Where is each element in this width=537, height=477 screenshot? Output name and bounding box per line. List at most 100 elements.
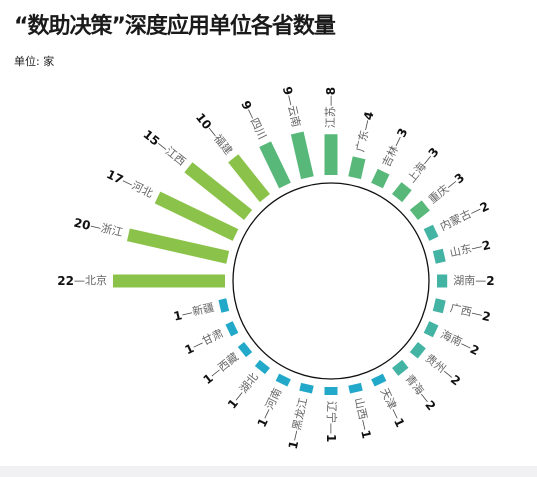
chart-title: “数助决策”深度应用单位各省数量 — [14, 14, 336, 39]
label-天津: 天津—1 — [377, 386, 408, 429]
bar-上海 — [392, 182, 412, 203]
bar-西藏 — [237, 342, 253, 358]
category-label: 广西 — [449, 301, 473, 319]
label-新疆: 1—新疆 — [172, 300, 216, 323]
value-label: 2 — [486, 274, 494, 288]
label-江西: 15—江西 — [141, 127, 188, 169]
value-label: 4 — [361, 110, 377, 121]
svg-text:1—西藏: 1—西藏 — [200, 350, 241, 387]
bar-河南 — [275, 373, 291, 387]
value-label: 20 — [73, 215, 92, 232]
svg-text:上海—3: 上海—3 — [404, 144, 441, 185]
value-label: 1 — [285, 439, 301, 450]
label-福建: 10—福建 — [193, 110, 235, 158]
category-label: 山西 — [352, 396, 370, 420]
category-label: 广东 — [354, 129, 372, 153]
bar-河北 — [154, 191, 239, 241]
label-广东: 广东—4 — [353, 110, 376, 153]
svg-text:山西—1: 山西—1 — [351, 396, 374, 439]
bar-广东 — [348, 156, 366, 180]
label-贵州: 贵州—2 — [422, 351, 464, 388]
label-青海: 青海—2 — [402, 372, 439, 413]
label-江苏: 江苏—8 — [324, 87, 338, 128]
footer-bar — [0, 466, 537, 477]
bar-吉林 — [371, 168, 390, 189]
svg-text:江苏—8: 江苏—8 — [324, 87, 338, 128]
value-label: 1 — [325, 434, 339, 442]
svg-text:内蒙古—2: 内蒙古—2 — [438, 198, 491, 234]
label-辽宁: 辽宁—1 — [325, 401, 340, 442]
label-湖北: 1—湖北 — [225, 370, 262, 411]
svg-text:20—浙江: 20—浙江 — [73, 215, 125, 240]
bar-青海 — [392, 359, 409, 376]
bar-江西 — [184, 162, 253, 220]
label-四川: 9—四川 — [239, 98, 269, 141]
svg-text:1—新疆: 1—新疆 — [172, 300, 216, 323]
bar-四川 — [259, 141, 291, 189]
label-北京: 22—北京 — [57, 273, 107, 288]
value-label: 1 — [172, 308, 183, 324]
category-label: 黑龙江 — [290, 396, 310, 431]
svg-text:9—云南: 9—云南 — [280, 85, 303, 128]
svg-text:17—河北: 17—河北 — [104, 167, 155, 201]
svg-text:山东—2: 山东—2 — [448, 237, 491, 260]
svg-text:广东—4: 广东—4 — [353, 110, 376, 153]
svg-text:天津—1: 天津—1 — [377, 386, 408, 429]
svg-text:贵州—2: 贵州—2 — [422, 351, 463, 388]
value-label: 22 — [57, 274, 74, 288]
bar-黑龙江 — [299, 382, 314, 394]
bar-天津 — [371, 373, 387, 387]
label-海南: 海南—2 — [438, 327, 482, 358]
bar-浙江 — [126, 228, 230, 264]
value-label: 2 — [481, 308, 492, 324]
category-label: 河北 — [130, 179, 155, 200]
bar-福建 — [228, 154, 270, 203]
bar-内蒙古 — [423, 224, 439, 241]
label-河北: 17—河北 — [104, 167, 155, 201]
svg-text:海南—2: 海南—2 — [438, 327, 482, 358]
bar-重庆 — [409, 200, 430, 220]
label-西藏: 1—西藏 — [200, 350, 241, 387]
label-广西: 广西—2 — [449, 301, 492, 324]
label-湖南: 湖南—2 — [453, 274, 494, 288]
category-label: 河南 — [263, 386, 284, 411]
label-浙江: 20—浙江 — [73, 215, 125, 240]
category-label: 新疆 — [191, 300, 216, 319]
svg-text:广西—2: 广西—2 — [449, 301, 492, 324]
category-label: 山东 — [449, 242, 473, 260]
category-label: 云南 — [285, 104, 303, 128]
bar-新疆 — [218, 298, 230, 313]
label-上海: 上海—3 — [404, 144, 441, 185]
value-label: 17 — [104, 167, 125, 187]
value-label: 2 — [481, 237, 492, 253]
svg-text:1—黑龙江: 1—黑龙江 — [285, 396, 310, 450]
bar-山东 — [432, 248, 446, 264]
svg-text:辽宁—1: 辽宁—1 — [325, 401, 340, 442]
unit-label: 单位: 家 — [14, 55, 55, 68]
value-label: 1 — [359, 429, 375, 440]
bar-山西 — [348, 382, 363, 394]
category-label: 甘肃 — [200, 327, 225, 348]
label-内蒙古: 内蒙古—2 — [438, 198, 491, 234]
svg-text:1—河南: 1—河南 — [254, 386, 285, 429]
svg-text:1—湖北: 1—湖北 — [225, 370, 262, 411]
value-label: 9 — [280, 85, 296, 96]
label-吉林: 吉林—3 — [379, 126, 410, 169]
bar-海南 — [423, 321, 439, 338]
bar-贵州 — [409, 342, 426, 359]
category-label: 湖南 — [453, 274, 475, 287]
category-label: 江苏 — [324, 106, 337, 128]
label-云南: 9—云南 — [280, 85, 303, 128]
svg-text:1—甘肃: 1—甘肃 — [182, 326, 225, 357]
category-label: 浙江 — [100, 222, 124, 240]
value-label: 8 — [324, 87, 338, 95]
category-label: 辽宁 — [325, 401, 339, 423]
inner-circle — [232, 182, 430, 380]
svg-text:重庆—3: 重庆—3 — [426, 170, 467, 207]
svg-text:青海—2: 青海—2 — [402, 372, 439, 413]
category-label: 内蒙古 — [438, 206, 474, 233]
label-山西: 山西—1 — [351, 396, 374, 439]
svg-text:湖南—2: 湖南—2 — [453, 274, 494, 288]
svg-text:10—福建: 10—福建 — [193, 110, 235, 158]
